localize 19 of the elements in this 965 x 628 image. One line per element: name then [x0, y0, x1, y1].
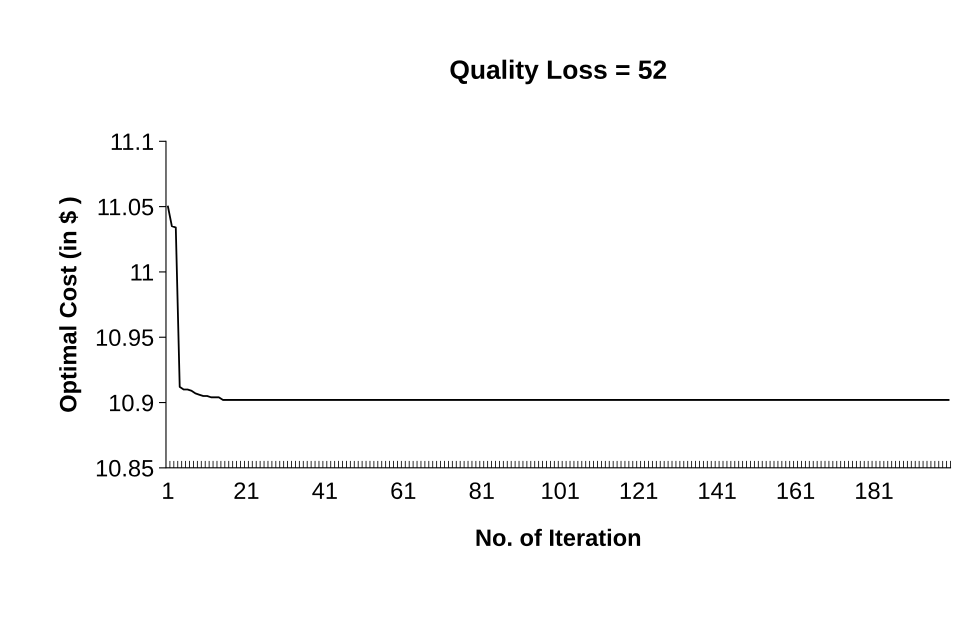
x-tick-label: 21	[234, 482, 258, 499]
chart-title: Quality Loss = 52	[450, 60, 666, 84]
x-tick-label: 1	[163, 482, 174, 499]
x-tick-label: 181	[856, 482, 893, 500]
y-tick-label: 11.05	[98, 198, 154, 216]
y-tick-label: 10.95	[96, 329, 154, 346]
x-tick-label: 141	[699, 482, 736, 499]
x-tick-label: 81	[470, 482, 494, 500]
x-tick-label: 121	[620, 482, 658, 499]
x-axis-title: No. of Iteration	[476, 528, 640, 546]
y-tick-label: 10.85	[96, 460, 154, 477]
y-axis-title: Optimal Cost (in $ )	[58, 198, 82, 412]
x-tick-label: 101	[542, 482, 579, 500]
x-tick-label: 41	[312, 482, 337, 499]
x-tick-label: 61	[391, 482, 416, 500]
y-tick-label: 11	[131, 264, 154, 280]
x-tick-label: 161	[778, 482, 814, 500]
y-tick-label: 11.1	[112, 134, 154, 150]
y-tick-label: 10.9	[110, 394, 154, 412]
